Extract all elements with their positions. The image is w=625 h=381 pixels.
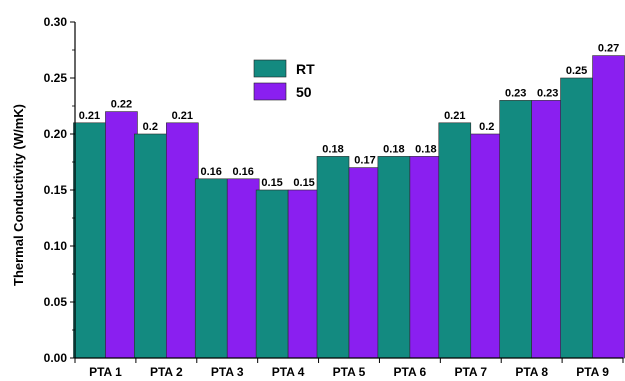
- data-label-rt-1: 0.21: [79, 110, 100, 122]
- legend-swatch-rt: [253, 59, 287, 78]
- data-label-50-2: 0.21: [172, 110, 193, 122]
- data-label-50-8: 0.23: [537, 87, 558, 99]
- data-label-50-9: 0.27: [598, 43, 619, 55]
- bar-rt-5: [316, 156, 350, 359]
- data-label-50-3: 0.16: [233, 166, 254, 178]
- y-tick-label-1: 0.05: [44, 295, 68, 309]
- data-label-50-1: 0.22: [111, 99, 132, 111]
- data-label-rt-2: 0.2: [143, 121, 158, 133]
- y-tick-label-5: 0.25: [44, 71, 68, 85]
- y-tick-label-0: 0.00: [44, 351, 68, 365]
- bar-rt-9: [560, 77, 593, 359]
- bar-50-7: [470, 133, 504, 359]
- x-tick-label-1: PTA 1: [89, 365, 122, 379]
- y-tick-label-6: 0.30: [44, 15, 68, 29]
- bar-rt-8: [499, 100, 532, 359]
- bar-rt-1: [73, 122, 106, 359]
- bar-rt-6: [377, 156, 411, 359]
- legend-label-rt: RT: [296, 61, 315, 77]
- data-label-rt-6: 0.18: [383, 143, 404, 155]
- data-label-rt-4: 0.15: [261, 177, 282, 189]
- data-label-rt-7: 0.21: [444, 110, 465, 122]
- bar-rt-3: [194, 178, 228, 359]
- bars-layer: [73, 55, 625, 359]
- data-labels-layer: 0.21 0.22 0.2 0.21 0.16 0.16 0.15 0.15 0.18 0.17 0…: [79, 43, 620, 189]
- bar-50-5: [348, 167, 382, 359]
- x-tick-label-3: PTA 3: [211, 365, 244, 379]
- x-tick-label-7: PTA 7: [454, 365, 487, 379]
- bar-50-3: [226, 178, 260, 359]
- y-tick-label-2: 0.10: [44, 239, 68, 253]
- data-label-rt-3: 0.16: [201, 166, 222, 178]
- x-tick-label-2: PTA 2: [150, 365, 183, 379]
- data-label-rt-8: 0.23: [505, 87, 526, 99]
- legend: RT 50: [253, 59, 315, 101]
- data-label-50-6: 0.18: [415, 143, 436, 155]
- data-label-rt-9: 0.25: [566, 65, 587, 77]
- y-axis-label: Thermal Conductivity (W/mK): [11, 104, 26, 286]
- bar-rt-7: [438, 122, 472, 359]
- data-label-50-7: 0.2: [479, 121, 494, 133]
- bar-50-1: [105, 111, 138, 359]
- x-tick-label-5: PTA 5: [333, 365, 366, 379]
- bar-50-9: [592, 55, 625, 359]
- x-tick-label-4: PTA 4: [272, 365, 305, 379]
- x-tick-label-9: PTA 9: [576, 365, 609, 379]
- data-label-rt-5: 0.18: [322, 143, 343, 155]
- x-tick-label-8: PTA 8: [515, 365, 548, 379]
- bar-50-4: [287, 189, 321, 359]
- y-tick-label-4: 0.20: [44, 127, 68, 141]
- legend-label-50: 50: [296, 84, 312, 100]
- data-label-50-5: 0.17: [354, 155, 375, 167]
- bar-50-6: [409, 156, 443, 359]
- bar-rt-4: [255, 189, 289, 359]
- axes-layer: PTA 1 PTA 2 PTA 3 PTA 4 PTA 5 PTA 6 PTA 7 PTA 8…: [44, 15, 624, 379]
- x-tick-label-6: PTA 6: [394, 365, 427, 379]
- bar-50-2: [166, 122, 199, 359]
- legend-swatch-50: [253, 82, 287, 101]
- y-tick-label-3: 0.15: [44, 183, 68, 197]
- bar-rt-2: [134, 133, 167, 359]
- data-label-50-4: 0.15: [293, 177, 314, 189]
- bar-50-8: [531, 100, 564, 359]
